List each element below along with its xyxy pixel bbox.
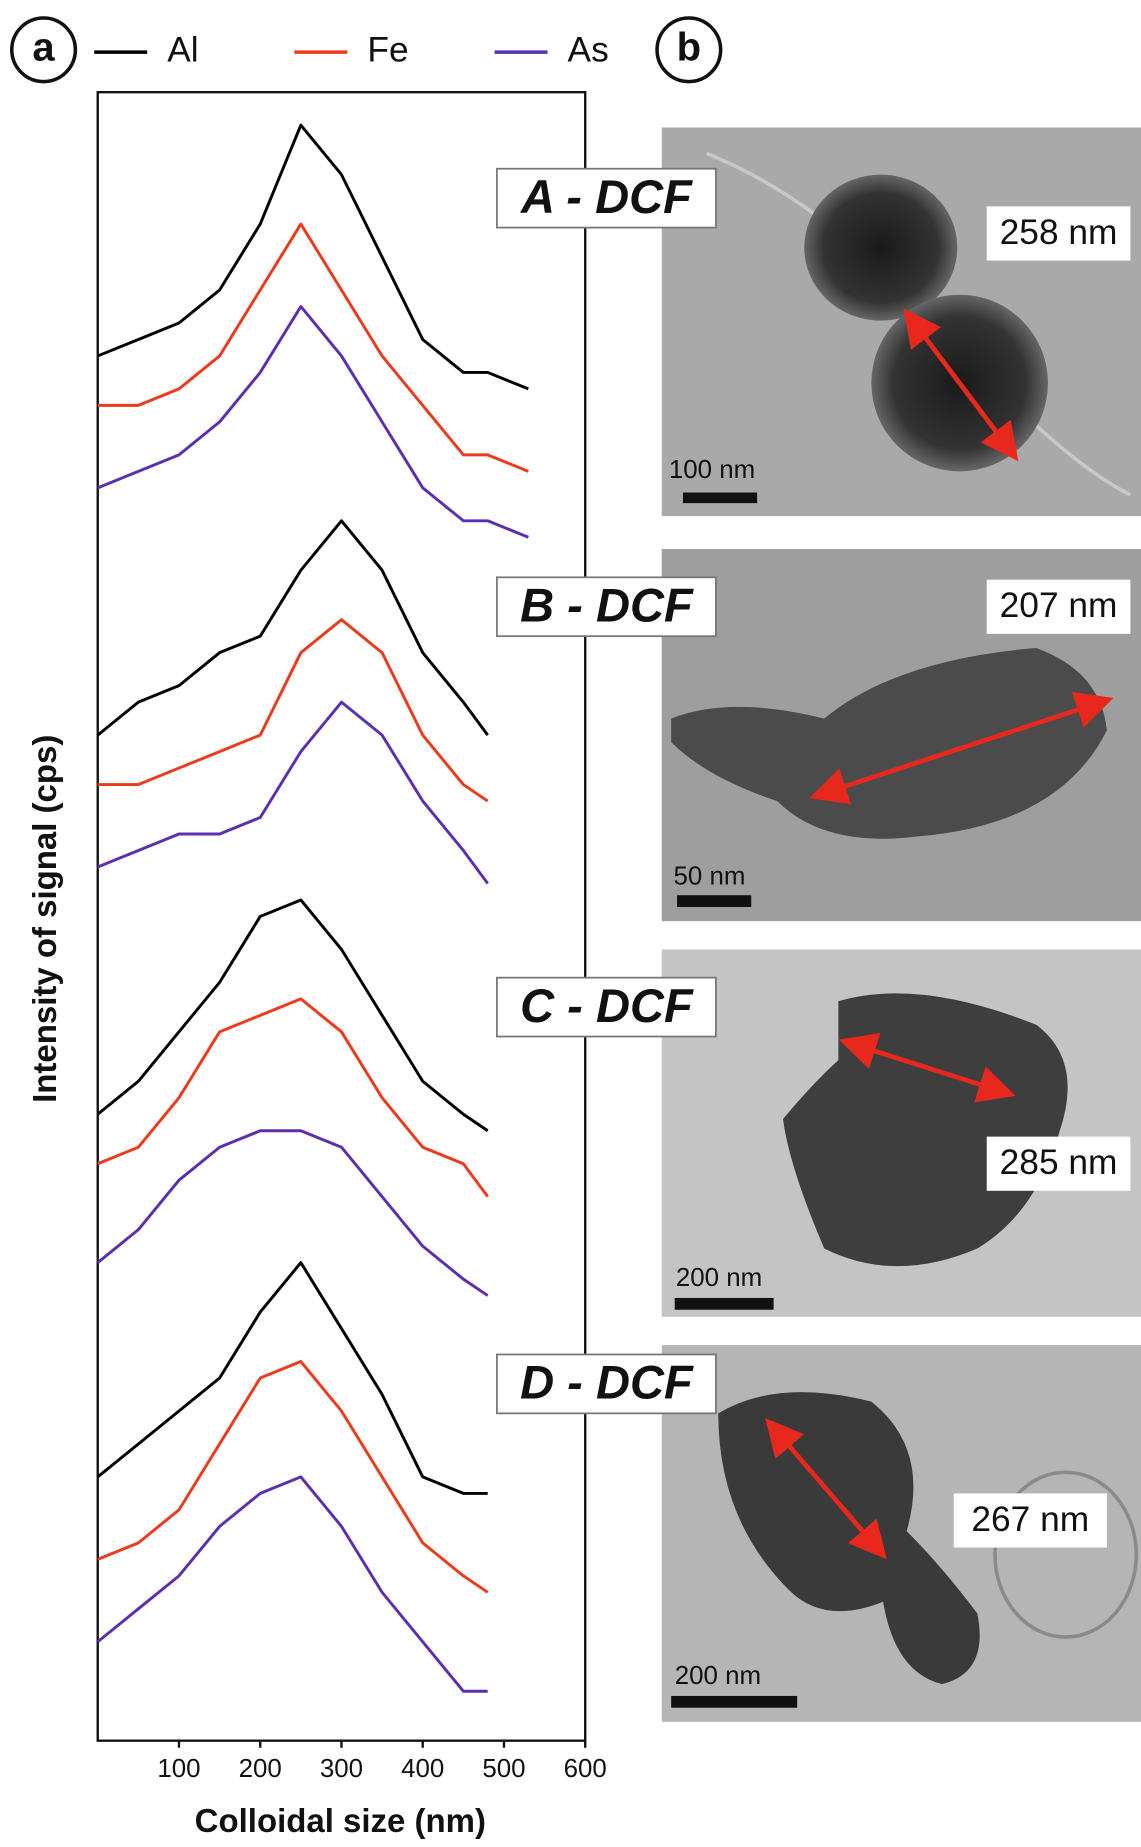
legend-label: As bbox=[568, 30, 609, 69]
series-line bbox=[98, 224, 529, 471]
size-label: 207 nm bbox=[1000, 586, 1118, 625]
series-line bbox=[98, 1263, 488, 1494]
panel-label: B - DCF bbox=[520, 579, 694, 632]
micrograph-c bbox=[662, 949, 1141, 1316]
series-line bbox=[98, 1362, 488, 1593]
x-axis-label: Colloidal size (nm) bbox=[195, 1802, 486, 1839]
scale-label: 200 nm bbox=[675, 1662, 761, 1690]
panel-label: D - DCF bbox=[520, 1356, 694, 1409]
panel-label: A - DCF bbox=[520, 170, 693, 223]
scale-label: 100 nm bbox=[669, 456, 755, 484]
figure: a b Colloidal size (nm) Intensity of sig… bbox=[0, 0, 1141, 1847]
series-line bbox=[98, 900, 488, 1131]
x-tick-label: 500 bbox=[482, 1755, 525, 1783]
y-axis-label: Intensity of signal (cps) bbox=[26, 735, 63, 1103]
plot-frame bbox=[98, 92, 585, 1741]
panel-tag: b bbox=[677, 25, 701, 69]
series-line bbox=[98, 306, 529, 537]
body: {"chart_data": { "type": "line", "panel_… bbox=[0, 0, 1141, 1847]
scale-label: 200 nm bbox=[676, 1264, 762, 1292]
page: html, body { margin: 0; padding: 0; back… bbox=[0, 0, 1141, 1847]
legend-label: Al bbox=[167, 30, 198, 69]
legend-label: Fe bbox=[367, 30, 408, 69]
panel-label: C - DCF bbox=[520, 979, 694, 1032]
size-label: 258 nm bbox=[1000, 213, 1118, 252]
size-label: 285 nm bbox=[1000, 1143, 1118, 1182]
series-line bbox=[98, 125, 529, 389]
series-line bbox=[98, 620, 488, 801]
x-tick-label: 600 bbox=[564, 1755, 607, 1783]
x-tick-label: 200 bbox=[239, 1755, 282, 1783]
x-tick-label: 400 bbox=[401, 1755, 444, 1783]
scale-label: 50 nm bbox=[674, 862, 746, 890]
panel-tag: a bbox=[32, 25, 55, 69]
series-line bbox=[98, 521, 488, 735]
series-line bbox=[98, 999, 488, 1197]
series-line bbox=[98, 702, 488, 883]
x-tick-label: 300 bbox=[320, 1755, 363, 1783]
size-label: 267 nm bbox=[971, 1500, 1089, 1539]
series-line bbox=[98, 1477, 488, 1691]
x-tick-label: 100 bbox=[157, 1755, 200, 1783]
